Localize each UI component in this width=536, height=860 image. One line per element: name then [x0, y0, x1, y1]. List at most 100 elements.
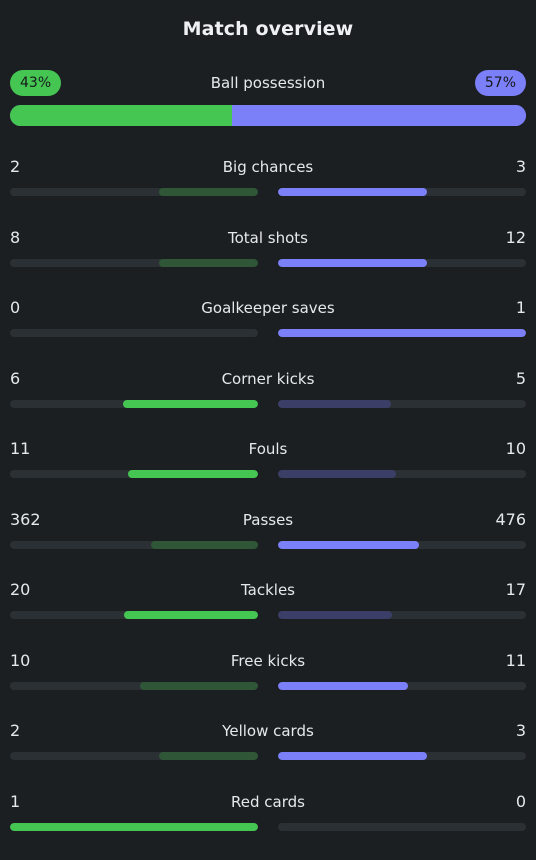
home-stat-fill [10, 823, 258, 831]
stat-label: Tackles [10, 578, 526, 602]
possession-bar [10, 105, 526, 126]
stat-bars [10, 541, 526, 549]
home-stat-track [10, 188, 258, 196]
home-stat-track [10, 611, 258, 619]
stat-bars [10, 259, 526, 267]
possession-label: Ball possession [10, 70, 526, 96]
home-possession-badge: 43% [10, 70, 61, 96]
home-stat-track [10, 470, 258, 478]
stat-label: Total shots [10, 226, 526, 250]
away-stat-value: 3 [516, 155, 526, 179]
page-title: Match overview [0, 18, 536, 40]
stat-bars [10, 329, 526, 337]
away-stat-track [278, 752, 526, 760]
away-stat-value: 10 [506, 437, 526, 461]
home-stat-track [10, 329, 258, 337]
home-stat-track [10, 259, 258, 267]
away-stat-value: 0 [516, 790, 526, 814]
away-stat-fill [278, 541, 419, 549]
away-stat-value: 3 [516, 719, 526, 743]
away-stat-fill [278, 611, 392, 619]
away-stat-fill [278, 400, 391, 408]
away-possession-badge: 57% [475, 70, 526, 96]
away-stat-fill [278, 470, 396, 478]
away-stat-track [278, 259, 526, 267]
home-stat-value: 10 [10, 649, 30, 673]
away-stat-fill [278, 188, 427, 196]
away-stat-value: 17 [506, 578, 526, 602]
home-stat-value: 2 [10, 155, 20, 179]
stat-label: Fouls [10, 437, 526, 461]
home-stat-track [10, 752, 258, 760]
home-stat-value: 6 [10, 367, 20, 391]
stat-label: Passes [10, 508, 526, 532]
stat-bars [10, 823, 526, 831]
away-stat-fill [278, 329, 526, 337]
stat-bars [10, 470, 526, 478]
stat-label: Free kicks [10, 649, 526, 673]
away-stat-track [278, 682, 526, 690]
home-stat-value: 8 [10, 226, 20, 250]
home-stat-track [10, 682, 258, 690]
home-stat-track [10, 541, 258, 549]
home-stat-value: 1 [10, 790, 20, 814]
away-stat-fill [278, 752, 427, 760]
home-stat-fill [123, 400, 258, 408]
stat-label: Red cards [10, 790, 526, 814]
stat-label: Yellow cards [10, 719, 526, 743]
away-possession-segment [232, 105, 526, 126]
home-stat-value: 11 [10, 437, 30, 461]
stat-label: Goalkeeper saves [10, 296, 526, 320]
away-stat-value: 476 [495, 508, 526, 532]
home-stat-track [10, 400, 258, 408]
home-stat-value: 362 [10, 508, 41, 532]
stat-label: Corner kicks [10, 367, 526, 391]
stat-bars [10, 400, 526, 408]
home-stat-track [10, 823, 258, 831]
away-stat-value: 11 [506, 649, 526, 673]
possession-header: Ball possession 43% 57% [10, 70, 526, 96]
away-stat-fill [278, 259, 427, 267]
stat-bars [10, 611, 526, 619]
stat-bars [10, 188, 526, 196]
home-stat-fill [128, 470, 258, 478]
home-stat-fill [124, 611, 258, 619]
away-stat-track [278, 823, 526, 831]
home-stat-fill [159, 188, 258, 196]
home-stat-fill [140, 682, 258, 690]
away-stat-track [278, 611, 526, 619]
home-possession-segment [10, 105, 232, 126]
away-stat-track [278, 470, 526, 478]
home-stat-value: 2 [10, 719, 20, 743]
away-stat-value: 1 [516, 296, 526, 320]
away-stat-track [278, 400, 526, 408]
away-stat-track [278, 188, 526, 196]
stat-label: Big chances [10, 155, 526, 179]
away-stat-value: 12 [506, 226, 526, 250]
home-stat-fill [159, 259, 258, 267]
home-stat-value: 0 [10, 296, 20, 320]
away-stat-fill [278, 682, 408, 690]
away-stat-track [278, 329, 526, 337]
